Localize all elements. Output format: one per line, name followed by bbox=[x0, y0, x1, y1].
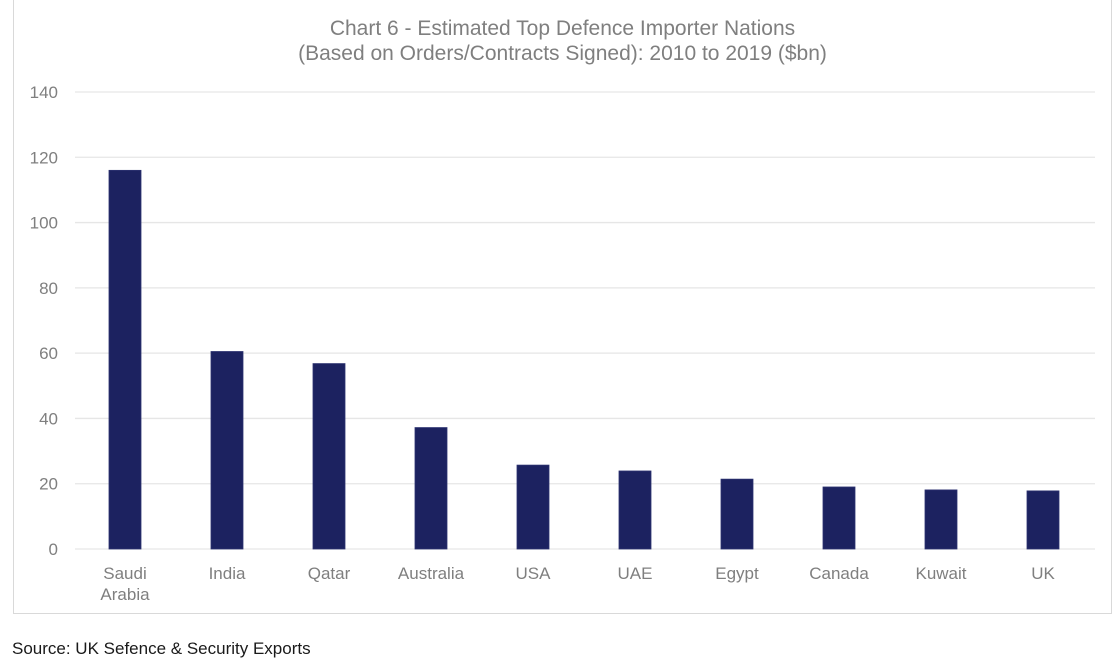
chart-subtitle: (Based on Orders/Contracts Signed): 2010… bbox=[298, 42, 827, 65]
bar-india bbox=[210, 351, 244, 550]
y-axis: 0 20 40 60 80 100 120 140 bbox=[30, 83, 58, 559]
x-tick-label-line: UK bbox=[1031, 564, 1055, 583]
source-note: Source: UK Sefence & Security Exports bbox=[12, 639, 311, 658]
x-tick-label: USA bbox=[516, 564, 552, 583]
y-tick-label: 120 bbox=[30, 148, 58, 167]
y-tick-label: 0 bbox=[49, 540, 58, 559]
x-tick-label: India bbox=[209, 564, 246, 583]
bar-chart: 0 20 40 60 80 100 120 140 Saudi Arabia India Qatar… bbox=[30, 83, 1095, 604]
bar-canada bbox=[822, 486, 856, 550]
x-tick-label: Saudi Arabia bbox=[100, 564, 150, 604]
y-tick-label: 20 bbox=[39, 475, 58, 494]
bar-australia bbox=[414, 427, 448, 550]
bar-saudi-arabia bbox=[108, 169, 142, 550]
y-tick-label: 60 bbox=[39, 344, 58, 363]
x-tick-label: Canada bbox=[809, 564, 869, 583]
x-tick-label: Egypt bbox=[715, 564, 759, 583]
x-axis: Saudi Arabia India Qatar Australia USA UAE Egyp… bbox=[100, 564, 1055, 604]
chart-title-block: Chart 6 - Estimated Top Defence Importer… bbox=[13, 16, 1112, 66]
bars bbox=[108, 169, 1060, 550]
x-tick-label: Kuwait bbox=[915, 564, 966, 583]
x-tick-label-line: India bbox=[209, 564, 246, 583]
gridlines bbox=[75, 91, 1095, 550]
y-tick-label: 80 bbox=[39, 279, 58, 298]
x-tick-label: UAE bbox=[618, 564, 653, 583]
y-tick-label: 140 bbox=[30, 83, 58, 102]
x-tick-label-line: Saudi bbox=[103, 564, 146, 583]
bar-usa bbox=[516, 464, 550, 550]
x-tick-label-line: Egypt bbox=[715, 564, 759, 583]
x-tick-label-line: Kuwait bbox=[915, 564, 966, 583]
chart-title: Chart 6 - Estimated Top Defence Importer… bbox=[329, 17, 796, 40]
x-tick-label: Australia bbox=[398, 564, 465, 583]
bar-uk bbox=[1026, 490, 1060, 550]
bar-qatar bbox=[312, 363, 346, 550]
x-tick-label-line: USA bbox=[516, 564, 552, 583]
x-tick-label-line: Canada bbox=[809, 564, 869, 583]
x-tick-label: Qatar bbox=[308, 564, 351, 583]
x-tick-label-line: Qatar bbox=[308, 564, 351, 583]
bar-kuwait bbox=[924, 489, 958, 550]
y-tick-label: 100 bbox=[30, 214, 58, 233]
x-tick-label: UK bbox=[1031, 564, 1055, 583]
x-tick-label-line: UAE bbox=[618, 564, 653, 583]
x-tick-label-line: Arabia bbox=[100, 585, 150, 604]
y-tick-label: 40 bbox=[39, 409, 58, 428]
bar-uae bbox=[618, 470, 652, 550]
bar-egypt bbox=[720, 478, 754, 550]
x-tick-label-line: Australia bbox=[398, 564, 465, 583]
